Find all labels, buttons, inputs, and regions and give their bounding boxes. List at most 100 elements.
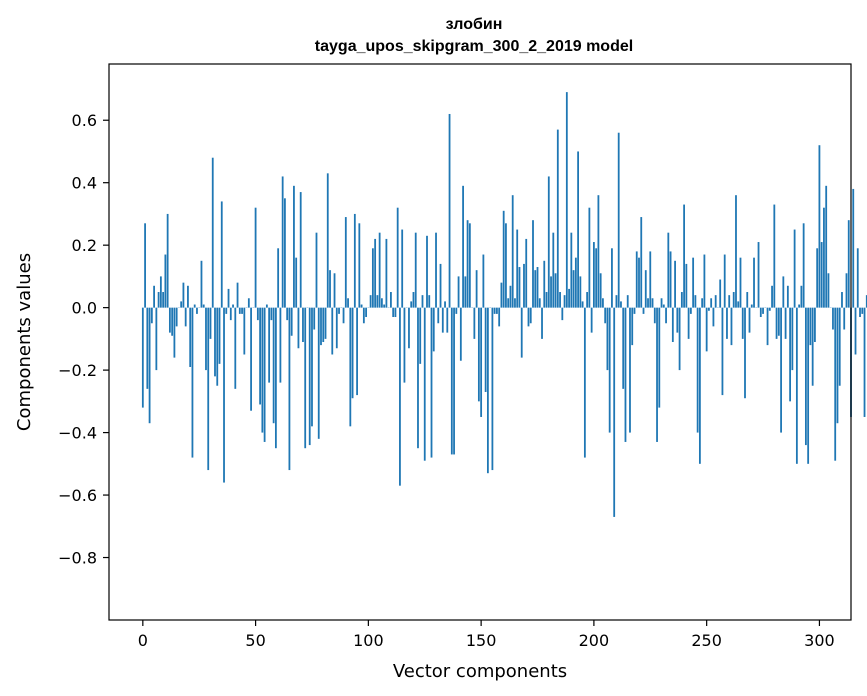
- bar-91: [347, 298, 349, 308]
- bar-286: [786, 285, 789, 308]
- bar-138: [453, 307, 455, 455]
- bar-143: [464, 276, 467, 308]
- bar-198: [588, 207, 591, 308]
- bar-283: [780, 307, 782, 433]
- bar-53: [261, 307, 264, 433]
- bar-28: [205, 307, 207, 371]
- bar-61: [279, 307, 282, 383]
- bar-63: [284, 198, 286, 308]
- bar-32: [214, 307, 216, 377]
- bar-22: [191, 307, 194, 458]
- bar-44: [241, 307, 243, 314]
- bar-45: [243, 307, 246, 355]
- bar-135: [446, 307, 449, 333]
- bar-134: [444, 301, 446, 308]
- bar-196: [583, 307, 586, 458]
- bar-142: [462, 185, 464, 308]
- bar-219: [635, 251, 638, 308]
- bar-178: [543, 260, 546, 308]
- bar-185: [559, 292, 561, 308]
- bar-292: [800, 285, 803, 308]
- bar-290: [795, 307, 798, 464]
- bar-214: [624, 307, 627, 442]
- bar-253: [712, 307, 715, 327]
- bar-160: [502, 210, 505, 308]
- bar-173: [532, 220, 534, 308]
- bar-128: [430, 307, 433, 458]
- bar-74: [308, 307, 311, 446]
- bar-8: [159, 276, 162, 308]
- bar-191: [572, 270, 575, 308]
- bar-127: [428, 295, 431, 308]
- bar-141: [459, 307, 462, 361]
- bar-239: [680, 292, 683, 308]
- bar-112: [394, 307, 397, 318]
- y-tick-label: 0.6: [72, 111, 97, 130]
- bar-312: [845, 273, 848, 308]
- bar-85: [333, 273, 336, 308]
- bar-172: [529, 307, 532, 324]
- bar-237: [676, 307, 679, 333]
- bar-270: [750, 304, 753, 308]
- bar-224: [647, 298, 649, 308]
- bar-208: [611, 248, 613, 308]
- bar-40: [232, 304, 234, 308]
- plot-frame: [108, 63, 852, 621]
- bar-54: [263, 307, 266, 442]
- bar-139: [455, 307, 458, 314]
- bar-316: [854, 307, 857, 355]
- bar-251: [708, 307, 710, 311]
- bar-234: [669, 251, 672, 308]
- bar-96: [358, 223, 361, 308]
- bar-175: [536, 267, 539, 308]
- bar-171: [527, 307, 530, 327]
- bar-130: [435, 232, 437, 308]
- bar-215: [626, 295, 629, 308]
- bar-26: [200, 260, 203, 308]
- bar-111: [392, 307, 395, 318]
- bar-10: [164, 254, 167, 308]
- bar-259: [726, 307, 728, 339]
- bar-308: [836, 307, 839, 424]
- x-tick-label: 100: [353, 631, 384, 650]
- bar-242: [687, 307, 690, 339]
- x-tick-label: 250: [691, 631, 722, 650]
- bar-30: [209, 307, 212, 339]
- bar-51: [256, 307, 259, 321]
- bar-257: [721, 307, 724, 396]
- bar-229: [658, 307, 661, 408]
- bar-145: [468, 223, 471, 308]
- bar-187: [563, 295, 566, 308]
- bar-228: [656, 307, 658, 442]
- bar-110: [390, 292, 392, 308]
- chart-subtitle: tayga_upos_skipgram_300_2_2019 model: [315, 38, 633, 55]
- bar-75: [311, 307, 313, 427]
- bar-79: [320, 307, 322, 346]
- bar-310: [841, 292, 843, 308]
- bar-203: [599, 273, 602, 308]
- bar-144: [466, 220, 469, 308]
- bar-150: [480, 307, 483, 417]
- bar-14: [173, 307, 176, 358]
- bar-260: [728, 295, 731, 308]
- bar-295: [807, 307, 810, 464]
- bar-15: [175, 307, 178, 327]
- bar-78: [317, 307, 320, 439]
- bar-313: [847, 220, 850, 308]
- bar-167: [518, 267, 521, 308]
- bar-69: [297, 307, 300, 349]
- bar-102: [371, 248, 374, 308]
- bar-223: [644, 270, 647, 308]
- bar-132: [439, 263, 442, 308]
- bar-263: [735, 195, 737, 308]
- bar-222: [642, 307, 645, 314]
- bar-158: [498, 307, 501, 327]
- bar-99: [365, 307, 367, 318]
- bar-95: [356, 307, 358, 396]
- bar-180: [547, 176, 550, 308]
- bar-238: [678, 307, 681, 371]
- bar-9: [162, 292, 165, 308]
- bar-1: [144, 223, 146, 308]
- bar-161: [505, 223, 507, 308]
- bar-165: [514, 298, 516, 308]
